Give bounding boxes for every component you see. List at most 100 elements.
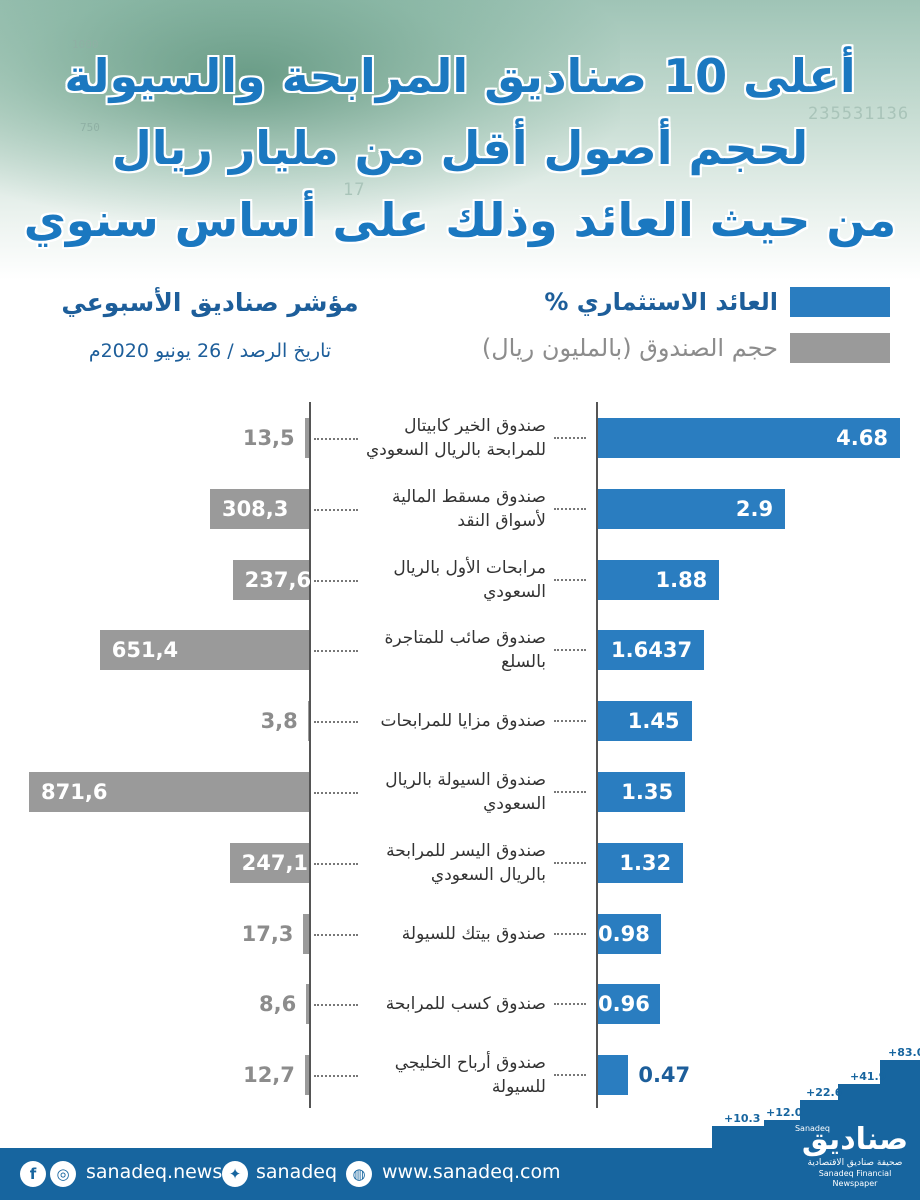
size-value-label: 308,3: [221, 496, 289, 521]
decor-number: 17: [343, 180, 366, 200]
fund-label: صندوق بيتك للسيولة: [316, 905, 586, 963]
dotted-leader: [314, 792, 358, 794]
fund-label: صندوق الخير كابيتال للمرابحة بالريال الس…: [316, 409, 586, 467]
decor-number: 750: [80, 121, 100, 134]
fund-label: صندوق صائب للمتاجرة بالسلع: [316, 621, 586, 679]
bar-chart: 4.68 13,5 صندوق الخير كابيتال للمرابحة بال…: [0, 400, 920, 1110]
legend-label-return: العائد الاستثماري %: [544, 288, 778, 316]
return-value-label: 1.45: [627, 709, 680, 734]
fund-name: صندوق اليسر للمرابحة بالريال السعودي: [386, 840, 546, 885]
date-line: تاريخ الرصد / 26 يونيو 2020م: [88, 340, 332, 362]
dotted-leader: [554, 861, 586, 864]
stair-label: +83.0: [888, 1046, 920, 1059]
size-bar: [306, 984, 309, 1025]
return-bar: [598, 559, 720, 600]
size-bar: [99, 630, 309, 671]
size-bar: [303, 913, 309, 954]
twitter-icon[interactable]: ✦: [222, 1161, 248, 1187]
return-value-label: 4.68: [836, 426, 888, 450]
footer-bar: f ◎ sanadeq.news ✦ sanadeq ◍ www.sanadeq…: [0, 1148, 920, 1200]
dotted-leader: [554, 578, 586, 581]
return-value-label: 0.96: [598, 992, 650, 1017]
dotted-leader: [554, 649, 586, 652]
legend-item-return: العائد الاستثماري %: [544, 287, 890, 317]
dotted-leader: [554, 791, 586, 793]
fund-name: صندوق كسب للمرابحة: [385, 994, 546, 1015]
dotted-leader: [314, 579, 358, 582]
dotted-leader: [554, 720, 586, 723]
decor-number: 235531136: [808, 104, 910, 124]
size-value-label: 871,6: [41, 780, 108, 804]
fund-name: صندوق بيتك للسيولة: [401, 923, 546, 944]
dotted-leader: [554, 932, 586, 935]
legend-swatch-blue: [790, 287, 890, 317]
dotted-leader: [314, 508, 358, 511]
legend-item-size: حجم الصندوق (بالمليون ريال): [482, 333, 890, 363]
size-value-label: 651,4: [111, 638, 179, 663]
stairs-step: [764, 1120, 920, 1126]
dotted-leader: [554, 507, 586, 510]
size-value-label: 13,5: [242, 426, 295, 450]
dotted-leader: [554, 437, 586, 439]
logo-subtitle: صحيفة صناديق الاقتصادية: [807, 1158, 903, 1168]
title-line: لحجم أصول أقل من مليار ريال: [111, 121, 809, 175]
logo-latin: Sanadeq Financial Newspaper: [818, 1169, 892, 1188]
sanadeq-logo: صناديق صحيفة صناديق الاقتصادية Sanadeq F…: [800, 1122, 910, 1189]
stair-label: +10.3: [724, 1112, 761, 1125]
fund-label: صندوق السيولة بالريال السعودي: [316, 763, 586, 821]
dotted-leader: [314, 1004, 358, 1007]
return-value-label: 1.6437: [611, 638, 693, 663]
fund-name: صندوق صائب للمتاجرة بالسلع: [384, 628, 546, 673]
size-bar: [29, 772, 309, 812]
size-value-label: 17,3: [241, 921, 294, 946]
dotted-leader: [314, 438, 358, 440]
return-bar: [598, 488, 786, 529]
stair-label: +22.6: [806, 1086, 843, 1099]
instagram-icon[interactable]: ◎: [50, 1161, 76, 1187]
globe-icon[interactable]: ◍: [346, 1161, 372, 1187]
return-bar: [598, 418, 900, 458]
return-bar: [598, 701, 692, 742]
return-value-label: 1.35: [621, 780, 674, 804]
size-value-label: 12,7: [243, 1063, 295, 1088]
fund-label: صندوق أرباح الخليجي للسيولة: [316, 1046, 586, 1104]
size-value-label: 8,6: [259, 992, 297, 1017]
website-link[interactable]: www.sanadeq.com: [382, 1161, 561, 1183]
return-bar: [598, 913, 662, 954]
fund-name: مرابحات الأول بالريال السعودي: [393, 557, 546, 602]
decor-number: 1000: [72, 38, 99, 51]
facebook-icon[interactable]: f: [20, 1161, 46, 1187]
dotted-leader: [554, 1003, 586, 1006]
logo-word: صناديق: [801, 1122, 909, 1157]
fund-name: صندوق أرباح الخليجي للسيولة: [394, 1053, 546, 1098]
dotted-leader: [314, 1075, 358, 1078]
fund-name: صندوق مزايا للمرابحات: [380, 711, 546, 732]
stairs-step: [880, 1060, 920, 1084]
return-value-label: 1.88: [655, 567, 708, 592]
fund-label: صندوق اليسر للمرابحة بالريال السعودي: [316, 834, 586, 892]
dotted-leader: [314, 650, 358, 653]
return-bar: [598, 1055, 629, 1096]
dotted-leader: [314, 933, 358, 936]
size-bar: [209, 488, 309, 529]
size-bar: [232, 559, 309, 600]
fund-label: صندوق مسقط المالية لأسواق النقد: [316, 480, 586, 538]
size-value-label: 247,1: [241, 850, 309, 875]
social-handle[interactable]: sanadeq.news: [86, 1161, 223, 1183]
fund-label: صندوق مزايا للمرابحات: [316, 692, 586, 750]
header-banner: 1000 750 235531136 17 أعلى 10 صناديق الم…: [0, 0, 920, 280]
return-value-label: 2.9: [735, 496, 774, 521]
return-value-label: 0.47: [638, 1063, 691, 1088]
twitter-handle[interactable]: sanadeq: [256, 1161, 338, 1183]
legend-swatch-gray: [790, 333, 890, 363]
size-value-label: 3,8: [260, 709, 298, 734]
dotted-leader: [314, 862, 358, 865]
return-value-label: 1.32: [619, 850, 672, 875]
return-bar: [598, 630, 705, 671]
title-line: أعلى 10 صناديق المرابحة والسيولة: [64, 49, 856, 103]
fund-label: مرابحات الأول بالريال السعودي: [316, 551, 586, 609]
stairs-step: [838, 1084, 920, 1100]
logo-small-text: Sanadeq: [794, 1124, 830, 1133]
size-bar: [304, 418, 309, 458]
